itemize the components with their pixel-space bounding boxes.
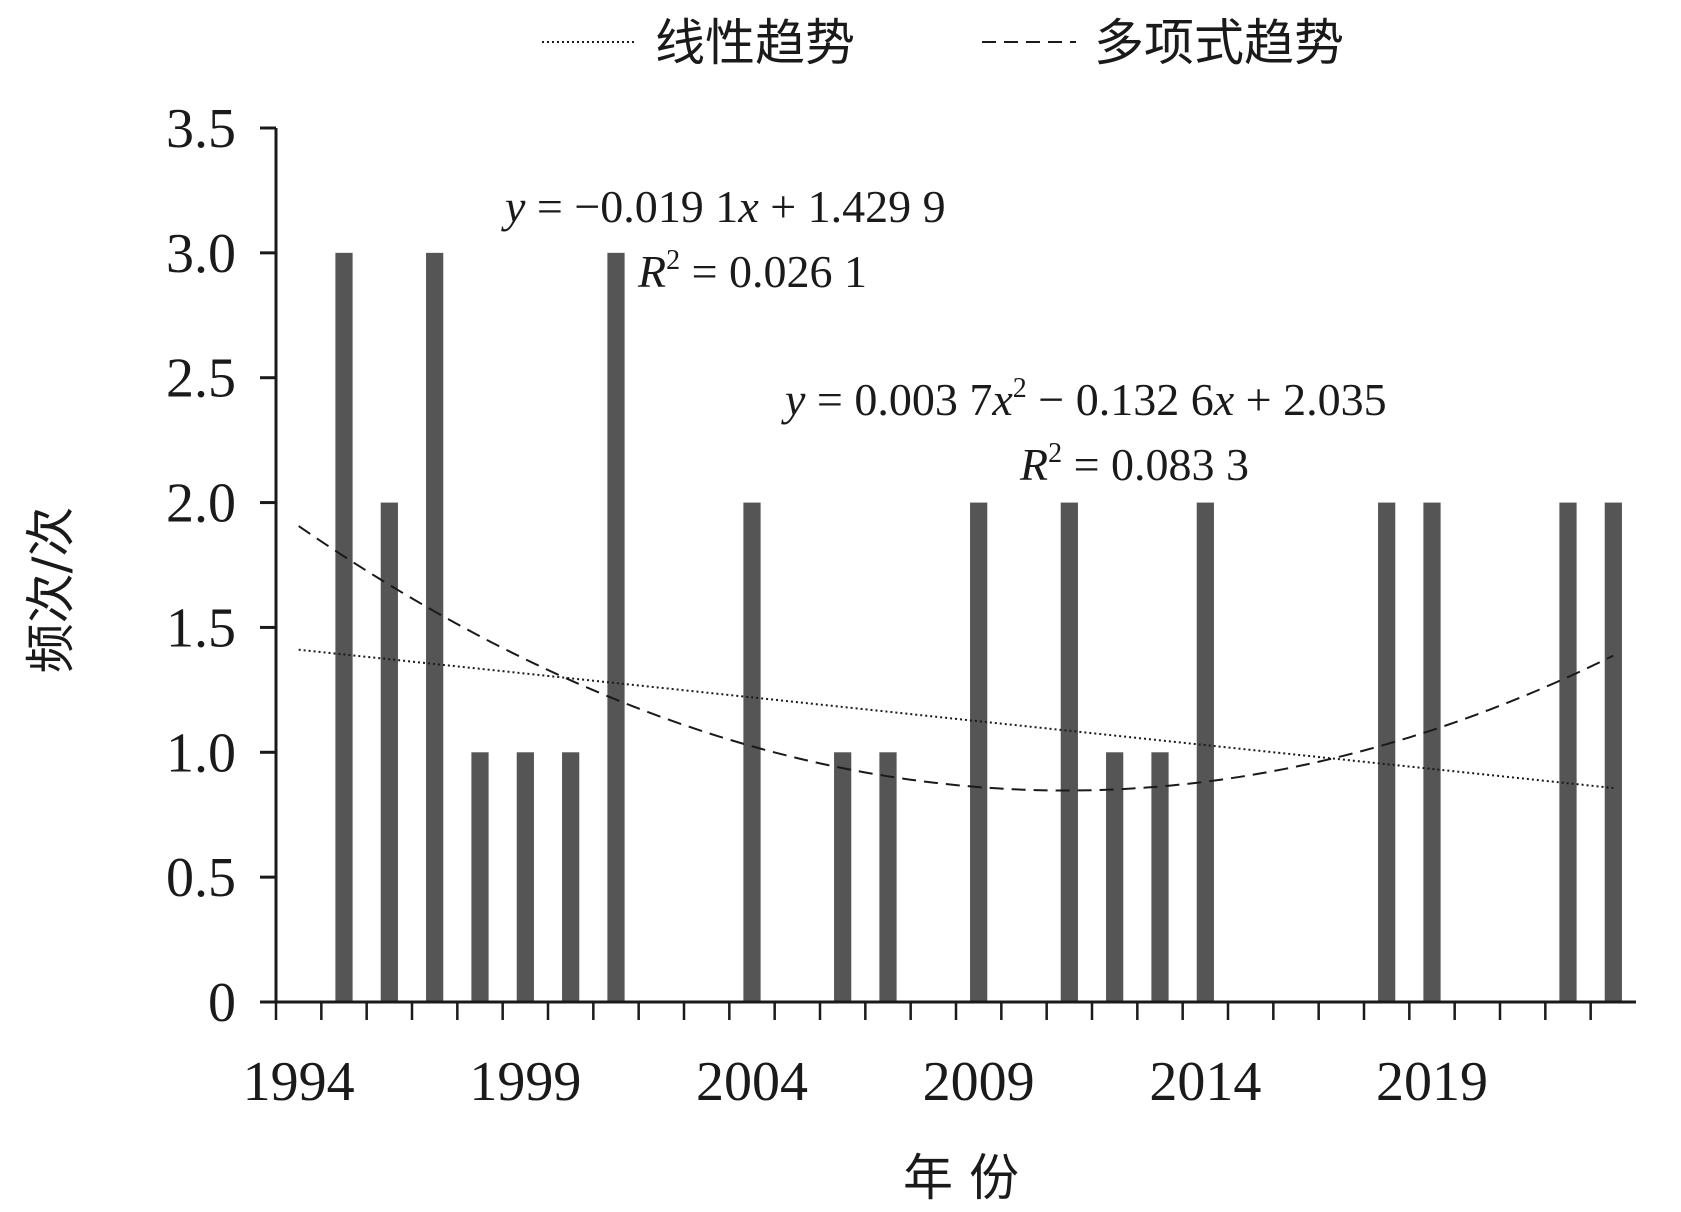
y-axis-title: 频次/次 (22, 507, 80, 674)
bar-2004 (743, 502, 761, 1002)
bar-2001 (607, 252, 625, 1003)
bar-1997 (426, 252, 444, 1003)
poly-r2-val: = 0.083 3 (1062, 439, 1249, 490)
poly-r2-sup: 2 (1048, 438, 1062, 469)
bar-2019 (1423, 502, 1441, 1002)
x-tick-label: 2004 (696, 1051, 808, 1113)
legend-linear-label: 线性趋势 (655, 14, 855, 72)
bar-2012 (1106, 752, 1124, 1002)
bar-2011 (1060, 502, 1078, 1002)
linear-trend (298, 648, 1614, 790)
y-tick-label: 3.5 (166, 98, 236, 160)
poly-r2: R2 = 0.083 3 (1019, 438, 1249, 490)
linear-eq-x: x (737, 181, 759, 232)
poly-eq-x2: x (1213, 374, 1235, 425)
bar-1996 (380, 502, 398, 1002)
bar-2022 (1559, 502, 1577, 1002)
x-tick-label: 2009 (923, 1051, 1035, 1113)
polynomial-trend (298, 525, 1614, 792)
x-axis-title: 年 份 (903, 1149, 1019, 1207)
y-tick-label: 1.0 (166, 722, 236, 784)
linear-r2-sup: 2 (666, 245, 680, 276)
linear-r2-val: = 0.026 1 (680, 246, 867, 297)
linear-eq-coef: = −0.019 1 (525, 181, 738, 232)
linear-eq-y: y (501, 181, 526, 232)
y-tick-label: 3.0 (166, 223, 236, 285)
poly-eq-coef-a: = 0.003 7 (805, 374, 992, 425)
bar-2018 (1378, 502, 1396, 1002)
linear-trend-line (298, 648, 1614, 790)
bar-2023 (1604, 502, 1622, 1002)
bar-2007 (879, 752, 897, 1002)
poly-eq-x1: x (991, 374, 1013, 425)
x-tick-label: 2014 (1149, 1051, 1261, 1113)
y-tick-label: 2.5 (166, 348, 236, 410)
linear-equation: y = −0.019 1x + 1.429 9 (501, 181, 946, 232)
bar-2006 (834, 752, 852, 1002)
bar-1995 (335, 252, 353, 1003)
y-tick-label: 1.5 (166, 597, 236, 659)
polynomial-trend-line (298, 525, 1614, 792)
legend: 线性趋势 多项式趋势 (542, 14, 1344, 72)
linear-r2-r: R (637, 246, 666, 297)
legend-poly-label: 多项式趋势 (1094, 14, 1344, 72)
bar-1998 (471, 752, 489, 1002)
bar-2009 (970, 502, 988, 1002)
bars (335, 252, 1622, 1003)
poly-equation: y = 0.003 7x2 − 0.132 6x + 2.035 (781, 373, 1387, 425)
poly-r2-r: R (1019, 439, 1048, 490)
x-tick-label: 1999 (469, 1051, 581, 1113)
bar-2013 (1151, 752, 1169, 1002)
x-tick-labels: 1994 1999 2004 2009 2014 2019 (243, 1051, 1488, 1113)
poly-eq-y: y (781, 374, 806, 425)
x-tick-label: 2019 (1376, 1051, 1488, 1113)
poly-eq-coef-b: − 0.132 6 (1027, 374, 1214, 425)
bar-2000 (562, 752, 580, 1002)
poly-eq-const: + 2.035 (1234, 374, 1386, 425)
bar-1999 (516, 752, 534, 1002)
linear-r2: R2 = 0.026 1 (637, 245, 867, 297)
poly-eq-sup: 2 (1013, 373, 1027, 404)
axes (260, 126, 1636, 1020)
y-tick-label: 0 (208, 972, 236, 1034)
x-tick-label: 1994 (243, 1051, 355, 1113)
y-tick-labels: 0 0.5 1.0 1.5 2.0 2.5 3.0 3.5 (166, 98, 236, 1034)
linear-eq-const: + 1.429 9 (759, 181, 946, 232)
y-tick-label: 2.0 (166, 473, 236, 535)
bar-2014 (1196, 502, 1214, 1002)
y-tick-label: 0.5 (166, 847, 236, 909)
